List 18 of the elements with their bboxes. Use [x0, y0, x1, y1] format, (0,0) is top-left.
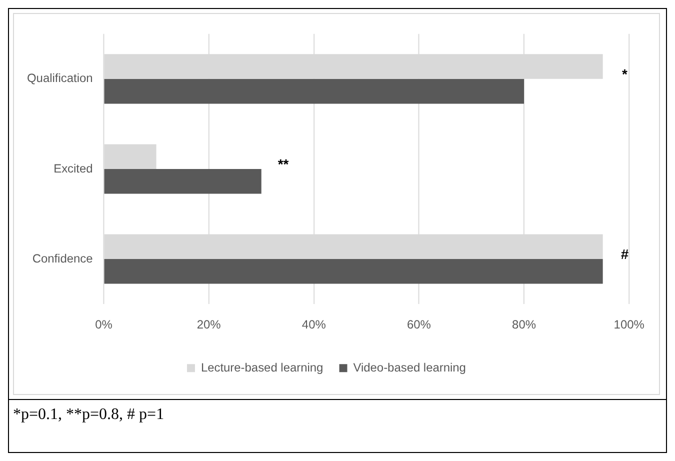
x-tick-label: 20% [196, 317, 222, 332]
bar [104, 168, 262, 194]
y-tick-label: Confidence [32, 251, 94, 266]
annotation: * [622, 66, 628, 82]
bar [104, 78, 524, 104]
annotation: # [620, 246, 629, 262]
x-tick-label: 0% [95, 317, 113, 332]
y-tick-label: Qualification [27, 71, 93, 86]
legend-label: Video-based learning [353, 360, 466, 374]
bar [104, 259, 603, 284]
text: *p=0.1, **p=0.8, # p=1 [9, 399, 666, 452]
x-tick-label: 60% [406, 317, 432, 332]
legend-label: Lecture-based learning [200, 360, 324, 374]
annotation: ** [278, 156, 290, 172]
x-tick-label: 100% [614, 317, 645, 332]
x-tick-label: 40% [302, 317, 326, 332]
y-tick-label: Excited [54, 161, 93, 176]
x-tick-label: 80% [512, 317, 536, 332]
